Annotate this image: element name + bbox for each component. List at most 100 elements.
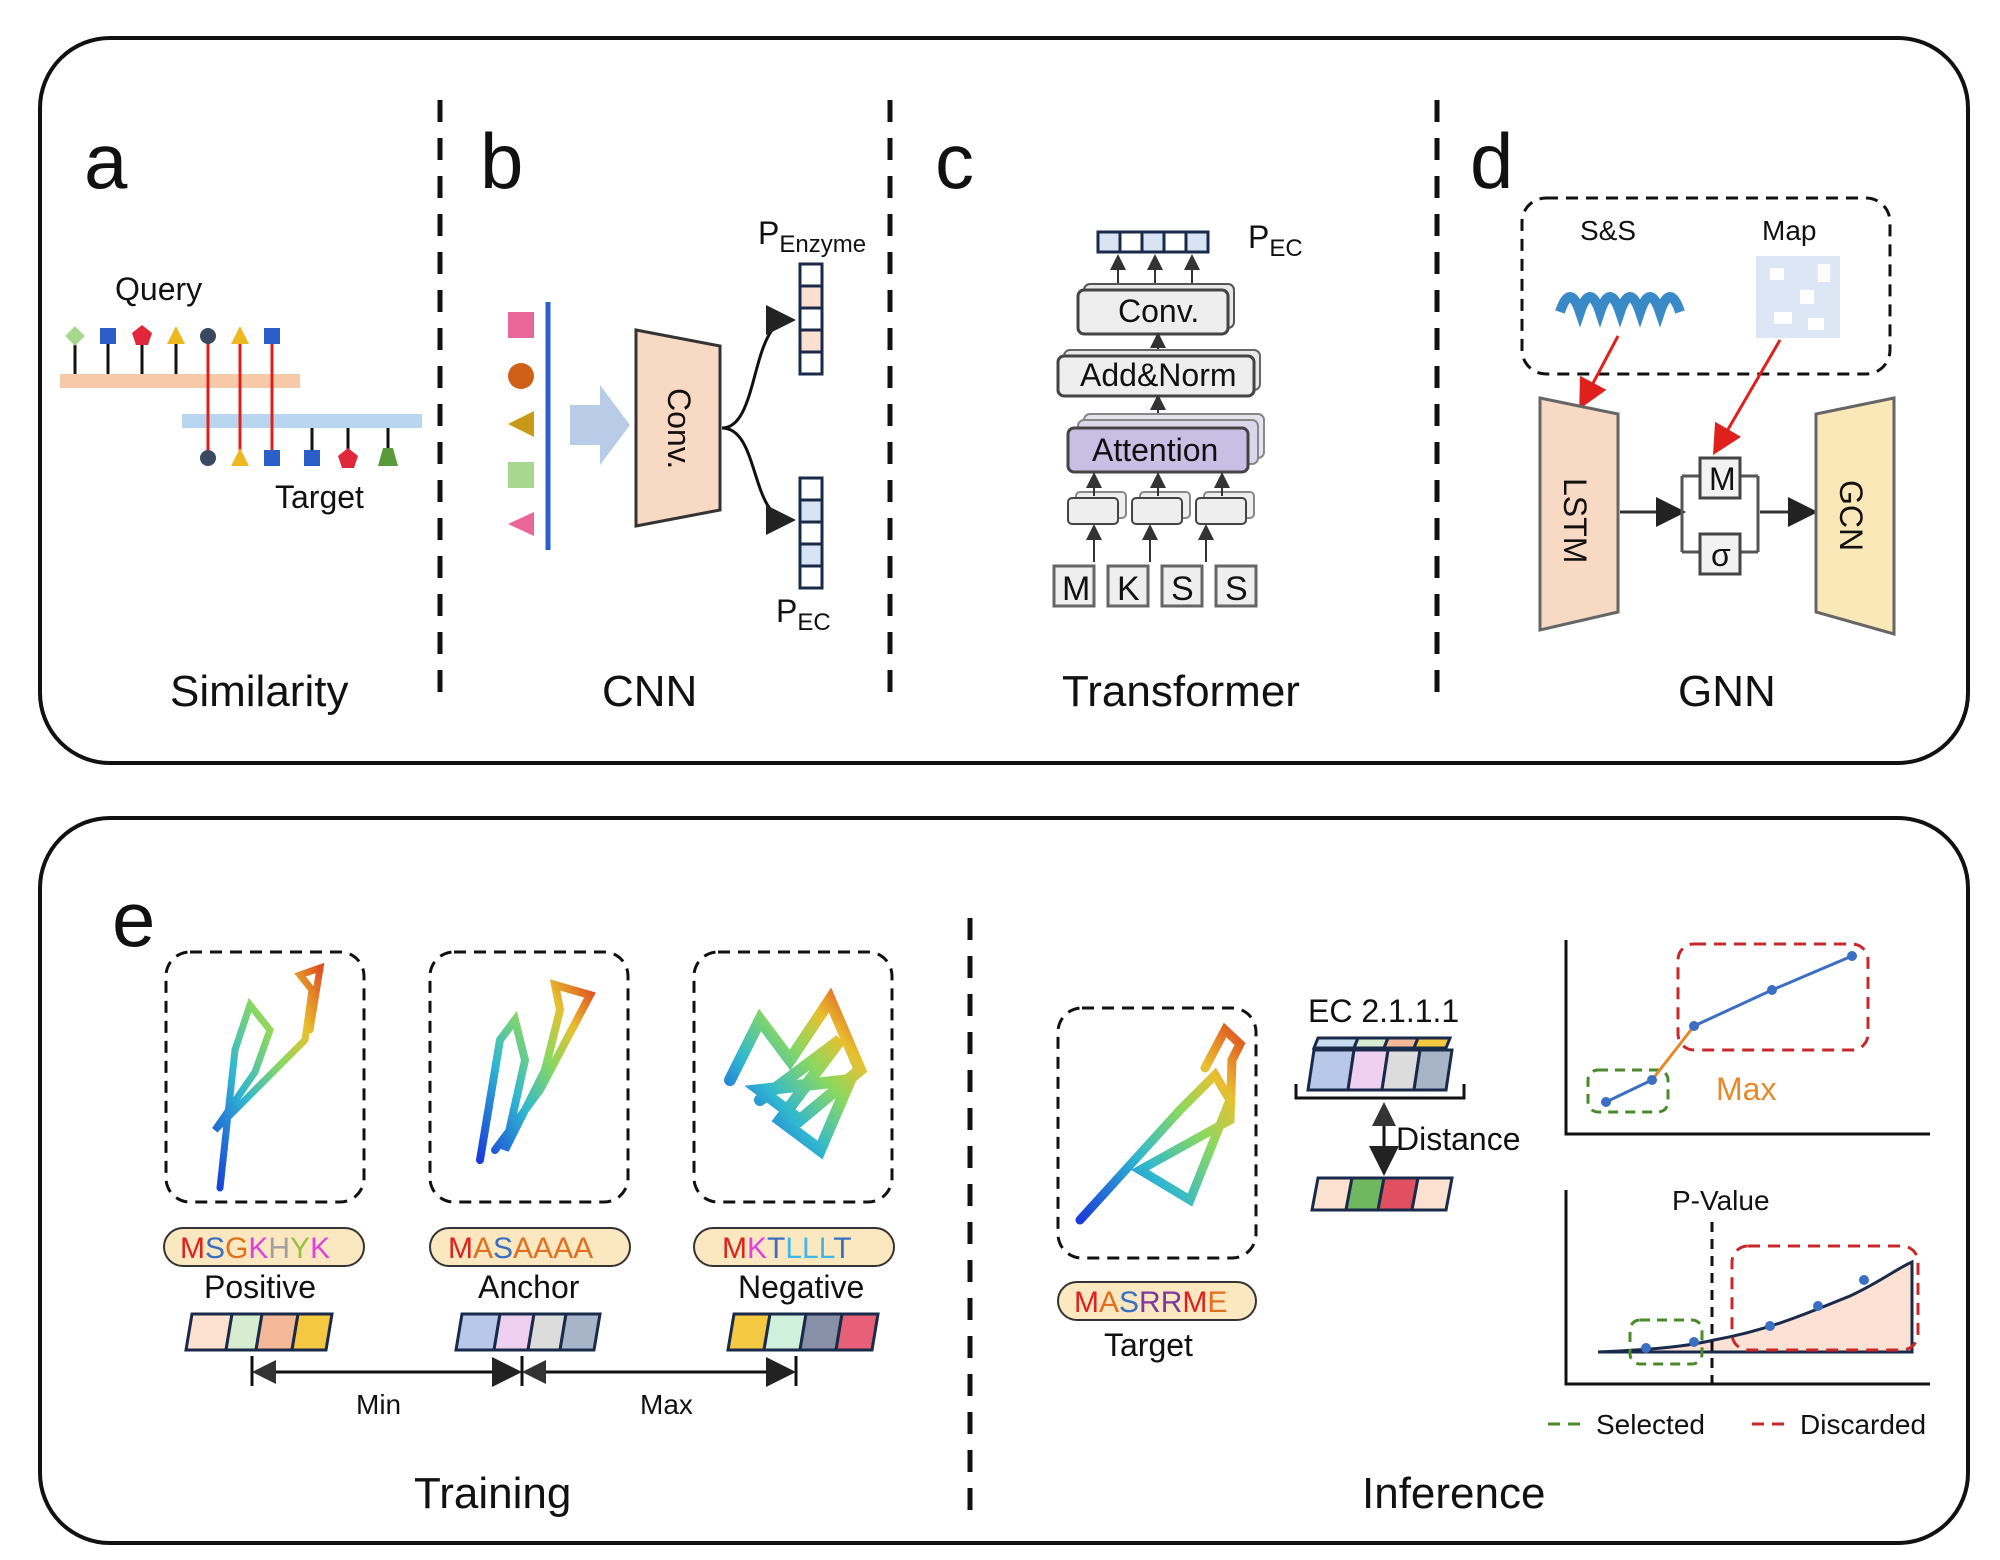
query-symbols [65, 325, 280, 346]
ec-embedding-stack [1306, 1036, 1454, 1092]
seq-target: MASRRME [1074, 1286, 1227, 1319]
query-bar [60, 374, 300, 388]
target-bar [182, 414, 422, 428]
m-box [1698, 456, 1742, 500]
label-positive: Positive [204, 1269, 316, 1305]
arrow-map-m [1712, 339, 1782, 456]
seq-residue: L [819, 1232, 835, 1265]
seq-anchor: MASAAAA [448, 1232, 593, 1265]
input-box-d [1520, 196, 1892, 376]
seq-residue: S [1119, 1286, 1139, 1319]
label-negative: Negative [738, 1269, 864, 1305]
flow-arrow [570, 385, 630, 465]
token-k: K [1117, 570, 1140, 608]
arrow-ss-lstm [1579, 335, 1620, 410]
seq-residue: A [533, 1232, 553, 1265]
caption-gnn: GNN [1678, 667, 1776, 716]
conv-label: Conv. [661, 388, 697, 469]
branch-up [721, 305, 796, 430]
seq-residue: K [747, 1232, 767, 1265]
input-features [508, 312, 534, 536]
seq-residue: E [1207, 1286, 1227, 1319]
seq-positive: MSGKHYK [180, 1232, 330, 1265]
output-vector-c [1096, 230, 1210, 254]
panel-letter-c: c [935, 117, 974, 205]
seq-residue: L [785, 1232, 802, 1265]
gcn-label: GCN [1833, 480, 1869, 551]
seq-residue: Y [290, 1232, 310, 1265]
target-label-inference: Target [1104, 1327, 1193, 1363]
conv-block [634, 328, 722, 528]
protein-negative-icon [724, 987, 868, 1160]
m-label: M [1709, 461, 1736, 497]
embedding-negative [726, 1312, 880, 1352]
discarded-box-pvalue [1730, 1244, 1920, 1352]
lstm-block [1538, 396, 1620, 632]
panel-letter-e: e [112, 875, 155, 963]
panel-letter-b: b [480, 117, 523, 205]
p-ec-label-c: PEC [1248, 219, 1303, 262]
distance-arrows-training [250, 1356, 798, 1387]
seq-residue: M [1074, 1286, 1099, 1319]
seq-residue: M [722, 1232, 747, 1265]
max-label-training: Max [640, 1389, 693, 1420]
lstm-label: LSTM [1557, 478, 1593, 563]
map-label: Map [1762, 215, 1816, 246]
seq-residue: G [225, 1232, 248, 1265]
max-chart: Max [1564, 940, 1930, 1136]
caption-training: Training [414, 1469, 571, 1518]
embedding-anchor [454, 1312, 602, 1352]
seq-residue: S [493, 1232, 513, 1265]
structure-box-positive [164, 950, 366, 1204]
seq-residue: A [573, 1232, 593, 1265]
distance-label: Distance [1396, 1121, 1521, 1157]
protein-positive-icon [212, 962, 325, 1192]
seq-residue: M [180, 1232, 205, 1265]
contact-map-icon [1756, 256, 1840, 338]
seq-residue: R [1139, 1286, 1161, 1319]
label-anchor: Anchor [478, 1269, 580, 1305]
seq-residue: T [767, 1232, 785, 1265]
target-label: Target [275, 479, 364, 515]
helix-icon [1555, 292, 1685, 328]
up-arrows-top [1110, 254, 1200, 284]
panel-letter-a: a [84, 117, 128, 205]
query-stems [73, 336, 178, 374]
token-s1: S [1171, 570, 1194, 608]
target-embedding [1310, 1176, 1454, 1212]
combine-bracket [1680, 474, 1760, 554]
conv-label-c: Conv. [1118, 293, 1199, 329]
embedding-boxes [1067, 491, 1255, 525]
min-label: Min [356, 1389, 401, 1420]
sigma-label: σ [1711, 537, 1731, 573]
structure-box-anchor [428, 950, 630, 1204]
branch-down [721, 426, 796, 535]
seq-residue: L [802, 1232, 819, 1265]
query-label: Query [115, 271, 202, 307]
protein-anchor-icon [476, 979, 596, 1164]
max-label-inference: Max [1716, 1071, 1776, 1107]
seq-residue: R [1161, 1286, 1183, 1319]
top-panel [38, 36, 1970, 765]
token-m: M [1062, 570, 1090, 608]
pvalue-label: P-Value [1672, 1185, 1770, 1216]
seq-residue: A [1099, 1286, 1119, 1319]
seq-residue: S [205, 1232, 225, 1265]
seq-residue: A [473, 1232, 493, 1265]
caption-similarity: Similarity [170, 667, 348, 716]
embedding-positive [184, 1312, 334, 1352]
seq-residue: T [833, 1232, 851, 1265]
caption-inference: Inference [1362, 1469, 1545, 1518]
match-lines [206, 336, 274, 456]
token-boxes [1052, 564, 1258, 608]
seq-residue: K [248, 1232, 268, 1265]
addnorm-label: Add&Norm [1080, 357, 1237, 393]
seq-negative: MKTLLLT [722, 1232, 852, 1265]
pvalue-chart: P-Value [1564, 1185, 1930, 1386]
protein-target-icon [1075, 1022, 1246, 1225]
seq-residue: K [310, 1232, 330, 1265]
discarded-box-max [1676, 942, 1870, 1052]
p-enzyme-label: PEnzyme [758, 215, 866, 258]
attention-label: Attention [1092, 432, 1218, 468]
ss-label: S&S [1580, 215, 1636, 246]
